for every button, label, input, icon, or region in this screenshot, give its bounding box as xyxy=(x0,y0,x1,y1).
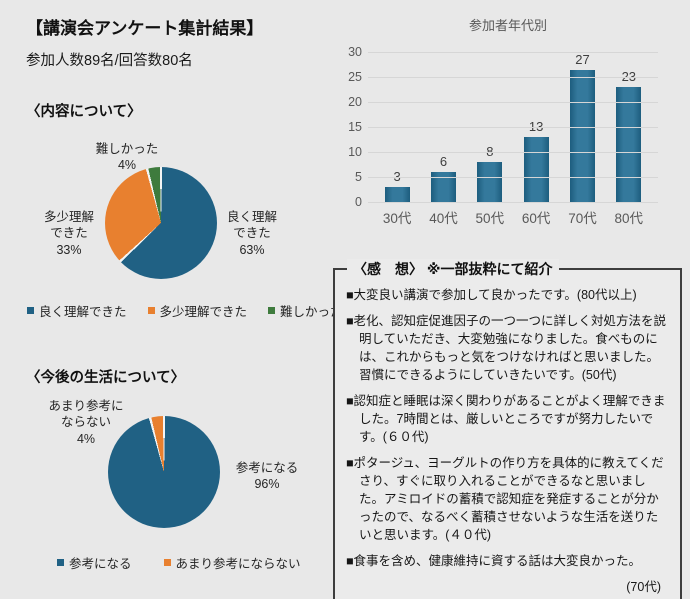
bar-chart-y-axis: 0 5 10 15 20 25 30 xyxy=(328,45,362,209)
bar-chart-plot: 3 6 8 13 27 23 xyxy=(368,52,658,203)
gridline xyxy=(368,127,658,128)
blue-swatch-icon xyxy=(57,559,64,566)
gridline xyxy=(368,177,658,178)
feedback-box: 〈感 想〉 ※一部抜粋にて紹介 ■大変良い講演で参加して良かったです。(80代以… xyxy=(333,259,682,599)
feedback-comment-attribution: (70代) xyxy=(626,580,661,594)
gridline xyxy=(368,152,658,153)
y-tick-label: 15 xyxy=(348,120,362,134)
bar-slot-70代: 27 xyxy=(559,52,605,202)
legend-item-difficult: 難しかった xyxy=(268,301,343,320)
life-pie-chart xyxy=(108,416,220,528)
section-heading-life: 〈今後の生活について〉 xyxy=(26,370,186,386)
x-tick-label: 60代 xyxy=(521,211,551,226)
bar-slot-80代: 23 xyxy=(606,52,652,202)
y-tick-label: 30 xyxy=(348,45,362,59)
pie-label-not-useful: あまり参考に ならない 4% xyxy=(48,399,124,446)
green-swatch-icon xyxy=(268,307,276,314)
x-tick-label: 40代 xyxy=(429,211,458,226)
legend-label: あまり参考にならない xyxy=(175,557,301,571)
bar-80代 xyxy=(616,87,642,202)
bar-chart-title: 参加者年代別 xyxy=(468,18,547,33)
legend-label: 良く理解できた xyxy=(39,305,127,319)
gridline xyxy=(368,102,658,103)
bar-data-label: 13 xyxy=(528,119,544,134)
bar-30代 xyxy=(384,187,410,202)
y-tick-label: 10 xyxy=(348,145,362,159)
x-tick-label: 70代 xyxy=(568,211,597,226)
life-pie-legend: 参考になる あまり参考にならない xyxy=(57,553,301,572)
gridline xyxy=(368,77,658,78)
legend-item-not-useful: あまり参考にならない xyxy=(163,553,301,572)
bar-chart-x-axis: 30代 40代 50代 60代 70代 80代 xyxy=(368,207,658,227)
feedback-comment: ■老化、認知症促進因子の一つ一つに詳しく対処方法を説明していただき、大変勉強にな… xyxy=(346,314,667,382)
y-tick-label: 20 xyxy=(348,95,362,109)
bar-data-label: 3 xyxy=(394,169,401,184)
feedback-comment: ■食事を含め、健康維持に資する話は大変良かった。 xyxy=(346,554,642,568)
y-tick-label: 5 xyxy=(355,170,362,184)
pie-label-useful: 参考になる 96% xyxy=(235,461,299,492)
feedback-comment: ■ポタージュ、ヨーグルトの作り方を具体的に教えてくださり、すぐに取り入れることが… xyxy=(346,456,664,542)
bar-slot-50代: 8 xyxy=(467,52,513,202)
pie-label-somewhat-understood: 多少理解 できた 33% xyxy=(43,210,94,257)
orange-swatch-icon xyxy=(163,559,171,566)
blue-swatch-icon xyxy=(27,307,34,314)
pie-label-well-understood: 良く理解 できた 63% xyxy=(226,210,277,257)
y-tick-label: 25 xyxy=(348,70,362,84)
bar-50代 xyxy=(477,162,503,202)
bar-60代 xyxy=(523,137,549,202)
x-tick-label: 50代 xyxy=(475,211,505,226)
x-tick-label: 80代 xyxy=(614,211,644,226)
x-tick-label: 30代 xyxy=(382,211,412,226)
feedback-comment: ■認知症と睡眠は深く関わりがあることがよく理解できました。7時間とは、厳しいとこ… xyxy=(346,394,666,444)
legend-item-somewhat-understood: 多少理解できた xyxy=(147,301,248,320)
feedback-comment: ■大変良い講演で参加して良かったです。(80代以上) xyxy=(346,288,637,302)
bar-data-label: 23 xyxy=(621,69,637,84)
content-pie-legend: 良く理解できた 多少理解できた 難しかった xyxy=(27,301,343,320)
section-heading-content: 〈内容について〉 xyxy=(26,104,142,120)
legend-item-useful: 参考になる xyxy=(57,553,132,572)
participants-count: 参加人数89名/回答数80名 xyxy=(26,53,193,69)
bar-data-label: 6 xyxy=(439,154,448,169)
legend-label: 参考になる xyxy=(69,557,132,571)
bar-slot-60代: 13 xyxy=(513,52,559,202)
bar-data-label: 27 xyxy=(575,52,590,67)
bar-slot-30代: 3 xyxy=(374,52,420,202)
pie-label-difficult: 難しかった 4% xyxy=(95,142,159,173)
page-title: 【講演会アンケート集計結果】 xyxy=(26,19,264,38)
gridline xyxy=(368,202,658,203)
gridline xyxy=(368,52,658,53)
legend-label: 多少理解できた xyxy=(159,305,248,319)
orange-swatch-icon xyxy=(147,307,155,314)
bar-data-label: 8 xyxy=(486,144,493,159)
content-pie-chart xyxy=(105,167,217,279)
bar-70代 xyxy=(569,70,595,202)
legend-label: 難しかった xyxy=(280,305,343,319)
legend-item-well-understood: 良く理解できた xyxy=(27,301,127,320)
feedback-box-heading: 〈感 想〉 ※一部抜粋にて紹介 xyxy=(347,259,559,279)
y-tick-label: 0 xyxy=(355,195,362,209)
